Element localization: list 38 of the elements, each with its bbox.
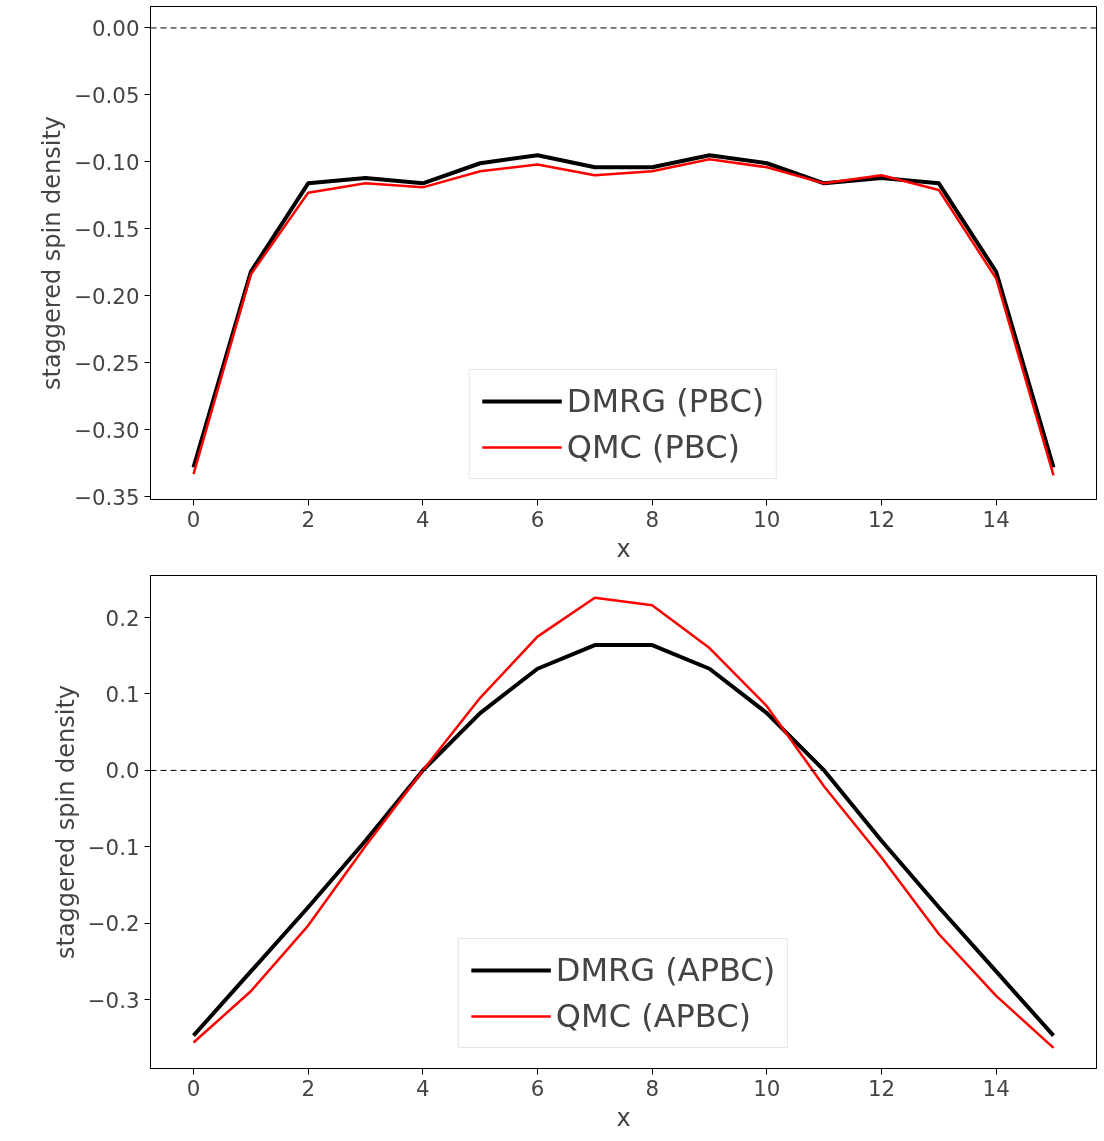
- y-tick-label: 0.00: [92, 15, 140, 41]
- x-tick-label: 6: [530, 1075, 545, 1101]
- x-tick-label: 8: [645, 506, 659, 532]
- y-tick-label: −0.3: [87, 987, 140, 1013]
- x-tick-label: 4: [416, 1075, 430, 1101]
- x-tick-label: 14: [982, 506, 1010, 532]
- x-tick-label: 0: [186, 506, 201, 532]
- x-tick-label: 2: [301, 506, 315, 532]
- y-tick-label: −0.05: [74, 82, 140, 108]
- y-tick-label: 0.0: [105, 758, 140, 784]
- legend-label: DMRG (APBC): [555, 951, 776, 989]
- legend-label: QMC (PBC): [566, 428, 741, 466]
- x-tick-label: 12: [867, 1075, 896, 1101]
- legend-label: DMRG (PBC): [566, 382, 765, 420]
- x-axis-title: x: [616, 1103, 631, 1132]
- x-tick-label: 10: [753, 506, 781, 532]
- x-tick-label: 12: [867, 506, 896, 532]
- x-tick-label: 14: [982, 1075, 1010, 1101]
- y-tick-label: −0.1: [87, 834, 140, 860]
- x-tick-label: 8: [645, 1075, 659, 1101]
- x-tick-label: 4: [416, 506, 430, 532]
- y-tick-label: 0.2: [105, 605, 140, 631]
- y-tick-label: −0.25: [74, 350, 140, 376]
- x-axis-title: x: [616, 534, 631, 563]
- x-tick-label: 10: [753, 1075, 781, 1101]
- y-tick-label: −0.30: [74, 417, 140, 443]
- x-tick-label: 6: [530, 506, 545, 532]
- y-tick-label: −0.35: [74, 484, 140, 510]
- y-tick-label: −0.10: [74, 149, 140, 175]
- y-tick-label: 0.1: [105, 681, 140, 707]
- legend-label: QMC (APBC): [555, 997, 752, 1035]
- x-tick-label: 2: [301, 1075, 315, 1101]
- y-axis-title: staggered spin density: [38, 115, 67, 391]
- y-axis-title: staggered spin density: [51, 684, 80, 960]
- y-tick-label: −0.15: [74, 216, 140, 242]
- x-tick-label: 0: [186, 1075, 201, 1101]
- y-tick-label: −0.20: [74, 283, 140, 309]
- y-tick-label: −0.2: [87, 911, 140, 937]
